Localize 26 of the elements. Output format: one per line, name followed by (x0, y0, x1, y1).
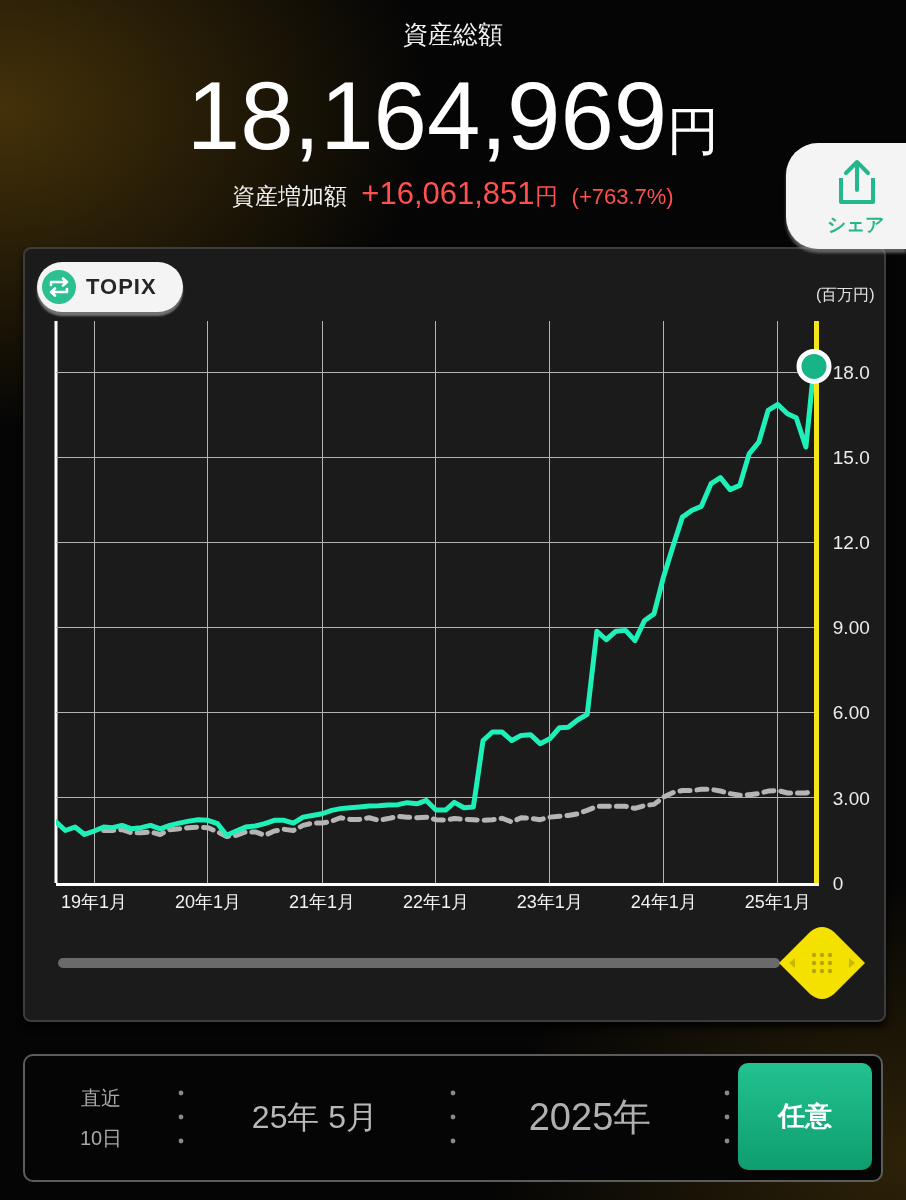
chart-subtitle: 18,164,969円 (186, 62, 720, 169)
text: 25年 5月 (251, 1098, 379, 1137)
y-tick-label: 9.00 (832, 617, 870, 639)
y-tick-label: 3.00 (832, 787, 870, 809)
y-tick-label: 15.0 (832, 446, 870, 468)
x-tick-label: 21年1月 (289, 891, 356, 912)
x-tick-label: 20年1月 (174, 891, 241, 912)
y-tick-label: 6.00 (832, 702, 870, 724)
x-tick-label: 23年1月 (516, 891, 583, 912)
chart-title: 資産総額 (403, 19, 503, 50)
text: シェア (826, 213, 884, 237)
x-tick-label: 25年1月 (744, 891, 811, 912)
x-tick-label: 24年1月 (630, 891, 697, 912)
text: 任意 (778, 1100, 832, 1133)
text: 直近 10日 (78, 1086, 124, 1151)
text: TOPIX (86, 273, 157, 301)
y-tick-label: 0 (832, 872, 844, 894)
text: 資産増加額 (232, 182, 348, 211)
y-tick-label: 18.0 (832, 361, 870, 383)
text: (+763.7%) (571, 184, 674, 210)
x-tick-label: 22年1月 (402, 891, 469, 912)
x-tick-label: 19年1月 (61, 891, 128, 912)
text: +16,061,851円 (361, 176, 558, 212)
y-tick-label: 12.0 (832, 532, 870, 554)
text: 2025年 (528, 1095, 652, 1140)
y-axis-title: (百万円) (816, 286, 875, 303)
